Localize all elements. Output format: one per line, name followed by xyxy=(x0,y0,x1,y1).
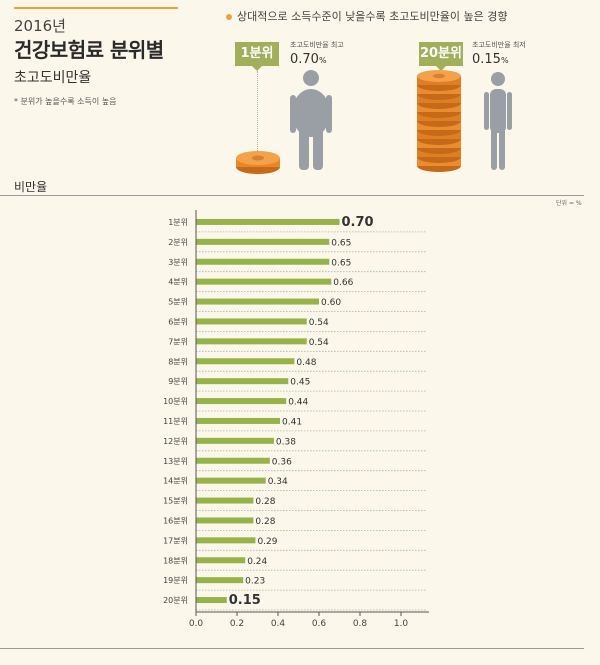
unit-label: 단위 = % xyxy=(556,200,582,207)
bar xyxy=(196,597,227,604)
value-label: 0.38 xyxy=(276,437,296,447)
bottom-divider xyxy=(0,648,584,649)
coin-stack-icon xyxy=(417,70,461,172)
bar xyxy=(196,557,246,564)
tag-highest-quintile: 20분위 xyxy=(419,42,463,71)
value-label: 0.65 xyxy=(331,238,351,248)
bar xyxy=(196,497,254,504)
coin-icon xyxy=(236,151,280,174)
info-label-max: 초고도비만율 최고 xyxy=(290,41,344,49)
value-label: 0.66 xyxy=(333,278,353,288)
category-label: 2분위 xyxy=(168,238,188,247)
bar xyxy=(196,457,270,464)
bullet-icon xyxy=(226,14,232,20)
value-label: 0.23 xyxy=(245,577,265,587)
x-tick-label: 0.2 xyxy=(230,619,244,629)
info-value-max: 0.70% xyxy=(290,52,327,67)
info-value-max-number: 0.70 xyxy=(290,52,319,67)
x-tick-label: 0.0 xyxy=(189,619,204,629)
category-label: 12분위 xyxy=(163,437,188,446)
category-label: 19분위 xyxy=(163,576,188,585)
value-label: 0.70 xyxy=(342,215,374,230)
category-label: 4분위 xyxy=(168,278,188,287)
value-label: 0.65 xyxy=(331,258,351,268)
x-tick-label: 0.6 xyxy=(312,619,327,629)
footnote: * 분위가 높을수록 소득이 높음 xyxy=(14,97,117,106)
bar xyxy=(196,338,307,345)
bar xyxy=(196,437,274,444)
bar xyxy=(196,358,295,365)
value-label: 0.44 xyxy=(288,398,308,408)
value-label: 0.24 xyxy=(247,557,267,567)
category-label: 8분위 xyxy=(168,357,188,366)
value-label: 0.29 xyxy=(257,537,277,547)
category-label: 5분위 xyxy=(168,298,188,307)
x-tick-label: 1.0 xyxy=(394,619,409,629)
value-label: 0.28 xyxy=(255,497,275,507)
info-unit: % xyxy=(318,56,327,65)
category-label: 20분위 xyxy=(163,596,188,605)
info-unit: % xyxy=(500,56,509,65)
bar xyxy=(196,298,319,305)
person-icon xyxy=(484,72,512,170)
bar xyxy=(196,398,287,405)
infographic-graphics xyxy=(236,70,512,174)
category-label: 18분위 xyxy=(163,556,188,565)
value-label: 0.34 xyxy=(268,477,288,487)
bar xyxy=(196,477,266,484)
category-label: 7분위 xyxy=(168,337,188,346)
info-label-min: 초고도비만율 최저 xyxy=(472,41,526,49)
category-label: 13분위 xyxy=(163,457,188,466)
leader-line xyxy=(257,71,258,151)
x-tick-label: 0.8 xyxy=(353,619,368,629)
bar xyxy=(196,517,254,524)
category-label: 6분위 xyxy=(168,317,188,326)
bar xyxy=(196,258,330,265)
info-value-min: 0.15% xyxy=(472,52,509,67)
bar xyxy=(196,318,307,325)
value-label: 0.45 xyxy=(290,378,310,388)
page-subtitle: 초고도비만율 xyxy=(14,70,92,86)
section-divider xyxy=(0,195,584,196)
bar xyxy=(196,238,330,245)
bar xyxy=(196,378,289,385)
category-label: 1분위 xyxy=(168,218,188,227)
value-label: 0.28 xyxy=(255,517,275,527)
category-label: 16분위 xyxy=(163,516,188,525)
value-label: 0.36 xyxy=(272,457,292,467)
value-label: 0.15 xyxy=(229,593,261,608)
bar xyxy=(196,417,281,424)
tag-lowest-quintile: 1분위 xyxy=(235,42,279,71)
category-label: 3분위 xyxy=(168,258,188,267)
value-label: 0.54 xyxy=(309,318,329,328)
value-label: 0.60 xyxy=(321,298,341,308)
bar xyxy=(196,577,244,584)
person-icon xyxy=(290,70,332,170)
bar xyxy=(196,218,340,225)
header-accent-line xyxy=(14,7,178,9)
category-label: 11분위 xyxy=(163,417,188,426)
category-label: 17분위 xyxy=(163,536,188,545)
year-label: 2016년 xyxy=(14,17,66,35)
trend-statement: 상대적으로 소득수준이 낮을수록 초고도비만율이 높은 경향 xyxy=(226,8,507,24)
trend-text: 상대적으로 소득수준이 낮을수록 초고도비만율이 높은 경향 xyxy=(237,10,508,23)
value-label: 0.41 xyxy=(282,417,302,427)
category-label: 10분위 xyxy=(163,397,188,406)
bar xyxy=(196,278,332,285)
bar xyxy=(196,537,256,544)
page-title: 건강보험료 분위별 xyxy=(14,38,164,62)
category-label: 14분위 xyxy=(163,477,188,486)
section-title: 비만율 xyxy=(14,180,48,194)
value-label: 0.54 xyxy=(309,338,329,348)
x-tick-label: 0.4 xyxy=(271,619,286,629)
info-value-min-number: 0.15 xyxy=(472,52,501,67)
category-label: 9분위 xyxy=(168,377,188,386)
value-label: 0.48 xyxy=(296,358,316,368)
category-label: 15분위 xyxy=(163,497,188,506)
